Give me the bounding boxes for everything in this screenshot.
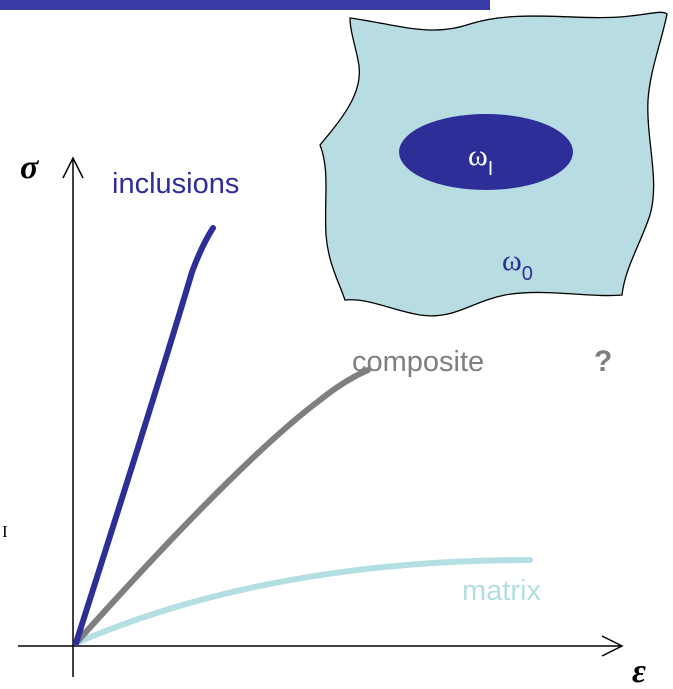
inclusion-label: ωI [468,139,493,180]
y-axis-arrowhead [62,156,84,179]
matrix-label: matrix [462,575,541,607]
question-mark: ? [594,345,612,378]
inclusions-curve [73,225,216,646]
side-mark: I [2,522,8,541]
x-axis-label: ε [632,653,646,689]
inclusions-label: inclusions [112,168,239,200]
matrix-domain-label: ω0 [502,244,533,285]
title-bar [0,0,490,10]
composite-curve [73,367,371,646]
inclusion-ellipse [399,114,573,190]
x-axis-arrowhead [601,635,624,657]
composite-label: composite [352,346,484,378]
matrix-curve [73,557,533,646]
y-axis-label: σ [20,149,40,186]
